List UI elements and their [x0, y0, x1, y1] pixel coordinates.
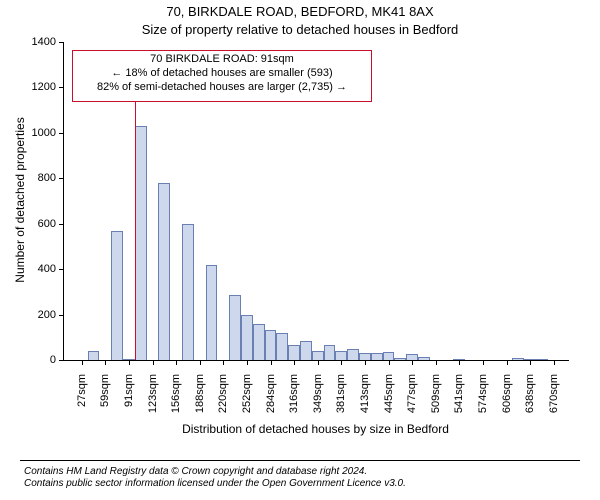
footer-divider	[20, 460, 580, 461]
x-tick	[176, 360, 177, 365]
y-tick-label: 0	[16, 354, 56, 366]
x-tick-label: 606sqm	[501, 374, 513, 424]
x-tick	[412, 360, 413, 365]
histogram-bar	[383, 352, 395, 360]
x-tick-label: 316sqm	[288, 374, 300, 424]
chart-title-line1: 70, BIRKDALE ROAD, BEDFORD, MK41 8AX	[0, 4, 600, 19]
x-tick-label: 541sqm	[453, 374, 465, 424]
x-tick-label: 27sqm	[76, 374, 88, 424]
histogram-bar	[276, 333, 288, 360]
x-tick-label: 123sqm	[147, 374, 159, 424]
y-tick	[59, 224, 64, 225]
histogram-bar	[512, 358, 524, 360]
histogram-bar	[182, 224, 194, 360]
y-tick	[59, 87, 64, 88]
x-tick	[389, 360, 390, 365]
chart-title-line2: Size of property relative to detached ho…	[0, 22, 600, 37]
x-tick	[82, 360, 83, 365]
x-tick	[483, 360, 484, 365]
histogram-bar	[265, 330, 277, 360]
histogram-bar	[300, 341, 312, 360]
histogram-bar	[111, 231, 123, 360]
x-tick-label: 413sqm	[359, 374, 371, 424]
x-tick-label: 252sqm	[241, 374, 253, 424]
x-tick	[200, 360, 201, 365]
histogram-bar	[229, 295, 241, 360]
y-axis-label: Number of detached properties	[13, 50, 27, 350]
histogram-bar	[312, 351, 324, 360]
x-tick-label: 220sqm	[217, 374, 229, 424]
histogram-bar	[359, 353, 371, 360]
histogram-bar	[347, 349, 359, 360]
histogram-bar	[135, 126, 147, 360]
annotation-box: 70 BIRKDALE ROAD: 91sqm ← 18% of detache…	[72, 50, 372, 102]
y-tick	[59, 178, 64, 179]
x-tick	[294, 360, 295, 365]
x-tick	[554, 360, 555, 365]
x-tick-label: 445sqm	[383, 374, 395, 424]
histogram-bar	[324, 345, 336, 360]
x-tick	[530, 360, 531, 365]
histogram-bar	[158, 183, 170, 360]
annotation-line2: ← 18% of detached houses are smaller (59…	[77, 67, 367, 81]
x-tick-label: 381sqm	[335, 374, 347, 424]
property-marker-line	[135, 72, 136, 360]
x-tick	[105, 360, 106, 365]
x-tick-label: 477sqm	[406, 374, 418, 424]
histogram-bar	[241, 315, 253, 360]
histogram-bar	[371, 353, 383, 360]
x-tick-label: 284sqm	[265, 374, 277, 424]
x-tick-label: 509sqm	[430, 374, 442, 424]
x-tick	[247, 360, 248, 365]
x-tick	[459, 360, 460, 365]
x-tick	[223, 360, 224, 365]
histogram-bar	[206, 265, 218, 360]
histogram-bar	[536, 359, 548, 360]
x-tick-label: 188sqm	[194, 374, 206, 424]
x-tick-label: 670sqm	[548, 374, 560, 424]
annotation-line3: 82% of semi-detached houses are larger (…	[77, 81, 367, 95]
histogram-bar	[418, 357, 430, 360]
histogram-bar	[335, 351, 347, 360]
y-tick	[59, 315, 64, 316]
histogram-bar	[253, 324, 265, 360]
annotation-line1: 70 BIRKDALE ROAD: 91sqm	[77, 53, 367, 67]
x-tick-label: 59sqm	[99, 374, 111, 424]
footer-text: Contains HM Land Registry data © Crown c…	[24, 466, 406, 490]
histogram-bar	[394, 358, 406, 360]
x-tick	[436, 360, 437, 365]
x-tick-label: 574sqm	[477, 374, 489, 424]
x-tick	[365, 360, 366, 365]
x-tick	[507, 360, 508, 365]
y-tick	[59, 269, 64, 270]
y-tick	[59, 42, 64, 43]
x-axis-label: Distribution of detached houses by size …	[63, 422, 568, 436]
x-tick	[341, 360, 342, 365]
y-tick-label: 1400	[16, 36, 56, 48]
histogram-bar	[288, 345, 300, 360]
x-tick	[318, 360, 319, 365]
x-tick	[271, 360, 272, 365]
x-tick-label: 156sqm	[170, 374, 182, 424]
footer-line2: Contains public sector information licen…	[24, 478, 406, 490]
x-tick	[153, 360, 154, 365]
x-tick-label: 349sqm	[312, 374, 324, 424]
y-tick	[59, 360, 64, 361]
y-tick	[59, 133, 64, 134]
histogram-bar	[88, 351, 100, 360]
x-tick-label: 638sqm	[524, 374, 536, 424]
x-tick-label: 91sqm	[123, 374, 135, 424]
x-tick	[129, 360, 130, 365]
footer-line1: Contains HM Land Registry data © Crown c…	[24, 466, 406, 478]
